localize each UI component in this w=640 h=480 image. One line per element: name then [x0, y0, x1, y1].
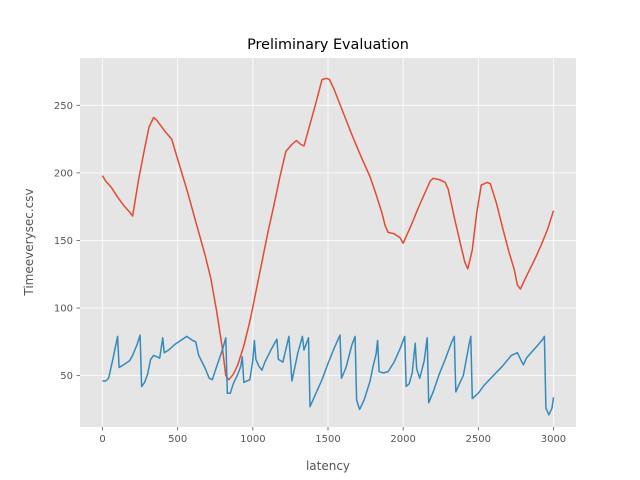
x-tick-label: 1000 [240, 434, 265, 445]
x-tick-label: 3000 [541, 434, 566, 445]
series-line-1 [101, 77, 555, 381]
y-tick-label: 50 [60, 371, 73, 382]
x-tick-label: 2500 [466, 434, 491, 445]
series-line-2 [102, 334, 555, 416]
y-axis-label: Timeeverysec.csv [22, 188, 36, 296]
data-lines [101, 77, 555, 416]
grid [80, 58, 576, 427]
chart-title: Preliminary Evaluation [247, 37, 409, 53]
x-tick-label: 2000 [390, 434, 415, 445]
y-tick-label: 200 [54, 168, 73, 179]
axis-ticks: 0 500 1000 1500 2000 2500 3000 50 100 150 200 250 [54, 101, 566, 445]
y-tick-label: 150 [54, 236, 73, 247]
x-tick-label: 0 [99, 434, 105, 445]
y-tick-label: 250 [54, 101, 73, 112]
x-axis-label: latency [306, 459, 350, 473]
x-tick-label: 500 [168, 434, 187, 445]
y-tick-label: 100 [54, 304, 73, 315]
x-tick-label: 1500 [315, 434, 340, 445]
